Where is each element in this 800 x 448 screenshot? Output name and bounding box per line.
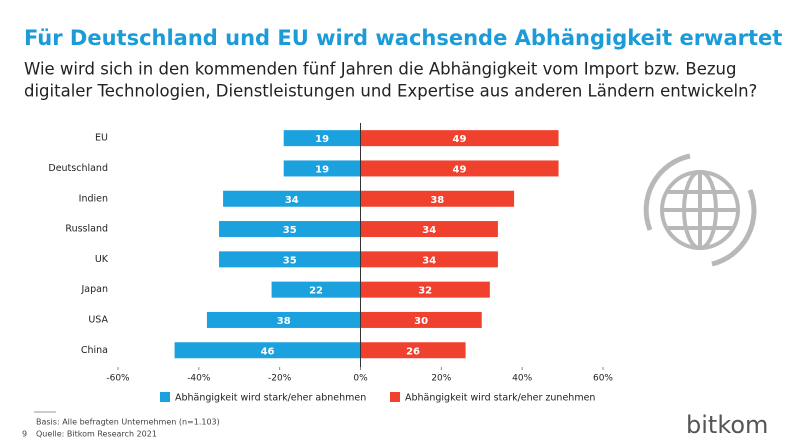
value-label: 38 (277, 316, 291, 327)
bar (283, 160, 361, 177)
value-label: 49 (453, 164, 467, 175)
x-tick-label: -40% (187, 374, 211, 384)
category-label: Japan (81, 284, 109, 295)
value-label: 30 (414, 316, 428, 327)
category-label: China (81, 345, 108, 356)
value-label: 49 (453, 134, 467, 145)
bar (360, 342, 466, 359)
bar (360, 251, 498, 268)
chart-subtitle: digitaler Technologien, Dienstleistungen… (24, 82, 757, 101)
category-label: Deutschland (48, 163, 108, 174)
x-tick-label: -60% (106, 374, 130, 384)
value-label: 34 (422, 225, 436, 236)
value-label: 46 (261, 346, 275, 357)
bar (219, 221, 361, 238)
bar (174, 342, 361, 359)
legend-swatch (390, 392, 400, 402)
category-label: USA (88, 314, 108, 325)
bar (360, 130, 559, 147)
legend-label: Abhängigkeit wird stark/eher zunehmen (405, 393, 595, 404)
value-label: 34 (285, 195, 299, 206)
bar (223, 190, 361, 207)
value-label: 34 (422, 255, 436, 266)
x-tick-label: 40% (512, 374, 532, 384)
logo: bitkom (686, 411, 768, 439)
page-number: 9 (22, 430, 27, 439)
x-tick-label: 0% (353, 374, 368, 384)
value-label: 35 (283, 255, 297, 266)
bar (271, 281, 361, 298)
value-label: 38 (430, 195, 444, 206)
x-tick-label: -20% (268, 374, 292, 384)
category-label: Russland (65, 224, 108, 235)
value-label: 35 (283, 225, 297, 236)
bar (283, 130, 361, 147)
chart-subtitle: Wie wird sich in den kommenden fünf Jahr… (24, 60, 736, 79)
category-label: Indien (79, 193, 108, 204)
value-label: 19 (315, 164, 329, 175)
bar (360, 281, 490, 298)
legend-swatch (160, 392, 170, 402)
value-label: 32 (418, 286, 432, 297)
footnote: Basis: Alle befragten Unternehmen (n=1.1… (36, 418, 220, 427)
value-label: 26 (406, 346, 420, 357)
x-tick-label: 20% (431, 374, 451, 384)
globe-icon (643, 153, 757, 267)
bar (219, 251, 361, 268)
value-label: 22 (309, 286, 323, 297)
category-label: UK (95, 254, 109, 265)
value-label: 19 (315, 134, 329, 145)
legend-label: Abhängigkeit wird stark/eher abnehmen (175, 393, 366, 404)
category-label: EU (95, 133, 108, 144)
source: Quelle: Bitkom Research 2021 (36, 430, 157, 439)
bar (206, 311, 361, 328)
bar (360, 160, 559, 177)
bar (360, 190, 515, 207)
bar (360, 221, 498, 238)
x-tick-label: 60% (593, 374, 613, 384)
bar (360, 311, 482, 328)
chart-title: Für Deutschland und EU wird wachsende Ab… (24, 26, 782, 50)
